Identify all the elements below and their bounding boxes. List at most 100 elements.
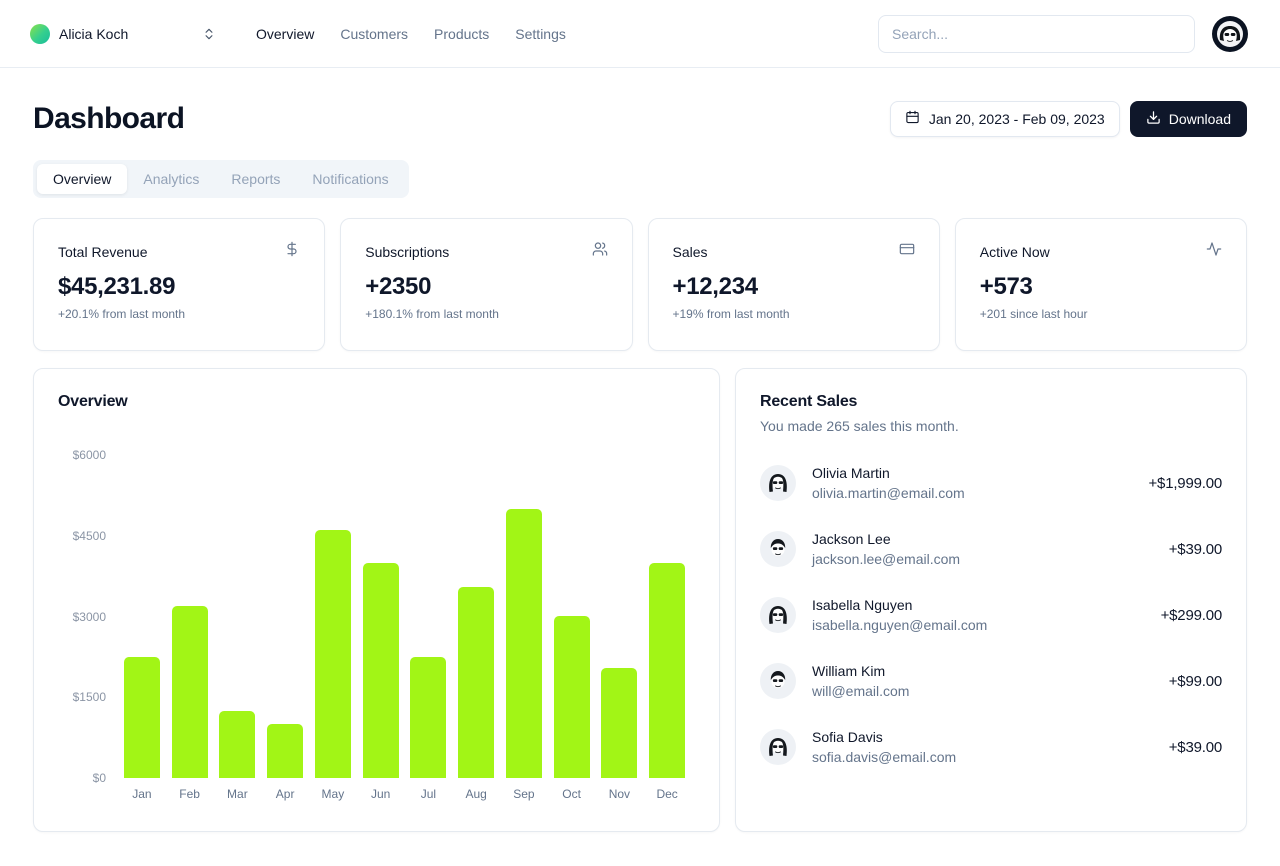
chart-bar-column: Jan: [118, 455, 166, 801]
chart-bar-may: [314, 530, 351, 778]
dashboard-page: Dashboard Jan 20, 2023 - Feb 09, 2023 Do…: [0, 101, 1280, 832]
date-range-label: Jan 20, 2023 - Feb 09, 2023: [928, 111, 1105, 127]
chart-bar-feb: [171, 606, 208, 778]
top-nav-bar: Alicia Koch Overview Customers Products Set…: [0, 0, 1280, 68]
chart-bar-column: Feb: [166, 455, 214, 801]
x-axis-label: Sep: [513, 787, 535, 801]
sale-row: Isabella Nguyen isabella.nguyen@email.com…: [760, 597, 1222, 633]
stat-value: $45,231.89: [58, 273, 176, 300]
stat-change: +201 since last hour: [979, 307, 1088, 321]
x-axis-label: Oct: [562, 787, 581, 801]
x-axis-label: Dec: [656, 787, 678, 801]
tab-analytics[interactable]: Analytics: [127, 164, 215, 194]
chart-bar-column: Nov: [596, 455, 644, 801]
customer-name: Isabella Nguyen: [812, 597, 913, 613]
tab-list: Overview Analytics Reports Notifications: [33, 160, 409, 198]
main-nav: Overview Customers Products Settings: [256, 26, 566, 42]
activity-icon: [1206, 241, 1222, 262]
customer-email: isabella.nguyen@email.com: [812, 617, 988, 633]
tab-notifications[interactable]: Notifications: [296, 164, 404, 194]
chart-bar-column: Aug: [452, 455, 500, 801]
x-axis-label: Apr: [275, 787, 295, 801]
chart-bar-column: Mar: [214, 455, 262, 801]
sale-row: William Kim will@email.com +$99.00: [760, 663, 1222, 699]
chart-bar-column: Jul: [405, 455, 453, 801]
chart-bar-column: Apr: [261, 455, 309, 801]
chart-bar-aug: [458, 587, 495, 778]
date-range-picker[interactable]: Jan 20, 2023 - Feb 09, 2023: [889, 101, 1120, 137]
sale-row: Jackson Lee jackson.lee@email.com +$39.00: [760, 531, 1222, 567]
customer-email: jackson.lee@email.com: [812, 551, 961, 567]
y-axis-tick: $6000: [72, 448, 106, 462]
header-actions: Jan 20, 2023 - Feb 09, 2023 Download: [889, 101, 1247, 137]
customer-name: Sofia Davis: [812, 729, 883, 745]
sale-amount: +$99.00: [1168, 672, 1222, 690]
page-title: Dashboard: [33, 102, 185, 135]
chart-bar-oct: [553, 616, 590, 778]
sale-info: William Kim will@email.com: [812, 663, 909, 699]
chart-bar-column: Jun: [357, 455, 405, 801]
topbar-right: [878, 14, 1248, 53]
customer-avatar: [760, 597, 796, 633]
x-axis-label: Nov: [608, 787, 631, 801]
customer-avatar: [760, 729, 796, 765]
users-icon: [592, 241, 608, 262]
x-axis-label: Feb: [179, 787, 200, 801]
credit-card-icon: [899, 241, 915, 262]
chart-bar-jan: [123, 657, 160, 778]
stats-grid: Total Revenue $45,231.89 +20.1% from las…: [33, 218, 1247, 351]
stat-change: +180.1% from last month: [365, 307, 499, 321]
sale-amount: +$299.00: [1160, 606, 1223, 624]
stat-title: Active Now: [979, 243, 1050, 260]
customer-email: will@email.com: [812, 683, 910, 699]
team-switcher[interactable]: Alicia Koch: [30, 23, 216, 44]
chart-bar-mar: [219, 711, 256, 778]
chart-bar-column: May: [309, 455, 357, 801]
y-axis-tick: $0: [92, 771, 106, 785]
stat-change: +20.1% from last month: [58, 307, 186, 321]
nav-link-products[interactable]: Products: [434, 25, 490, 42]
chart-bar-nov: [601, 668, 638, 778]
y-axis-tick: $1500: [72, 690, 106, 705]
x-axis-label: May: [321, 787, 345, 801]
x-axis-label: Mar: [227, 787, 248, 801]
bar-chart: $0 $1500 $3000 $4500 $6000 Jan Feb Mar Apr May Ju…: [58, 448, 695, 801]
customer-avatar: [760, 531, 796, 567]
recent-sales-list: Olivia Martin olivia.martin@email.com +$1,…: [760, 465, 1222, 765]
chart-bars: Jan Feb Mar Apr May Jun Jul Aug Sep Oct Nov Dec: [118, 455, 691, 801]
tab-reports[interactable]: Reports: [215, 164, 296, 194]
recent-sales-subtitle: You made 265 sales this month.: [760, 418, 959, 434]
x-axis-label: Jul: [420, 787, 437, 801]
chart-bar-apr: [267, 724, 304, 778]
sale-row: Olivia Martin olivia.martin@email.com +$1,…: [760, 465, 1222, 501]
stat-title: Sales: [672, 243, 708, 260]
recent-sales-card: Recent Sales You made 265 sales this mon…: [735, 368, 1247, 832]
sale-info: Olivia Martin olivia.martin@email.com: [812, 465, 965, 501]
stat-card-subscriptions: Subscriptions +2350 +180.1% from last mo…: [340, 218, 633, 351]
team-avatar: [30, 23, 50, 44]
sale-amount: +$39.00: [1168, 738, 1222, 756]
sale-info: Jackson Lee jackson.lee@email.com: [812, 531, 960, 567]
customer-avatar: [760, 465, 796, 501]
lower-row: Overview $0 $1500 $3000 $4500 $6000 Jan Feb Ma…: [33, 368, 1247, 832]
customer-email: sofia.davis@email.com: [812, 749, 957, 765]
customer-email: olivia.martin@email.com: [812, 485, 965, 501]
stat-value: +12,234: [672, 273, 759, 300]
nav-link-settings[interactable]: Settings: [515, 25, 566, 42]
stat-title: Total Revenue: [58, 243, 148, 260]
chart-bar-column: Sep: [500, 455, 548, 801]
sale-amount: +$39.00: [1168, 540, 1222, 558]
nav-link-overview[interactable]: Overview: [256, 25, 315, 42]
chart-bar-column: Dec: [643, 455, 691, 801]
chart-bar-dec: [649, 563, 686, 778]
download-button[interactable]: Download: [1129, 101, 1247, 137]
user-menu-button[interactable]: [1212, 15, 1248, 52]
team-name: Alicia Koch: [59, 25, 129, 42]
tab-overview[interactable]: Overview: [37, 164, 128, 194]
customer-name: William Kim: [812, 663, 886, 679]
x-axis-label: Jan: [132, 787, 152, 801]
nav-link-customers[interactable]: Customers: [340, 25, 409, 42]
search-input[interactable]: [878, 14, 1195, 53]
sale-info: Sofia Davis sofia.davis@email.com: [812, 729, 956, 765]
calendar-icon: [905, 110, 920, 128]
